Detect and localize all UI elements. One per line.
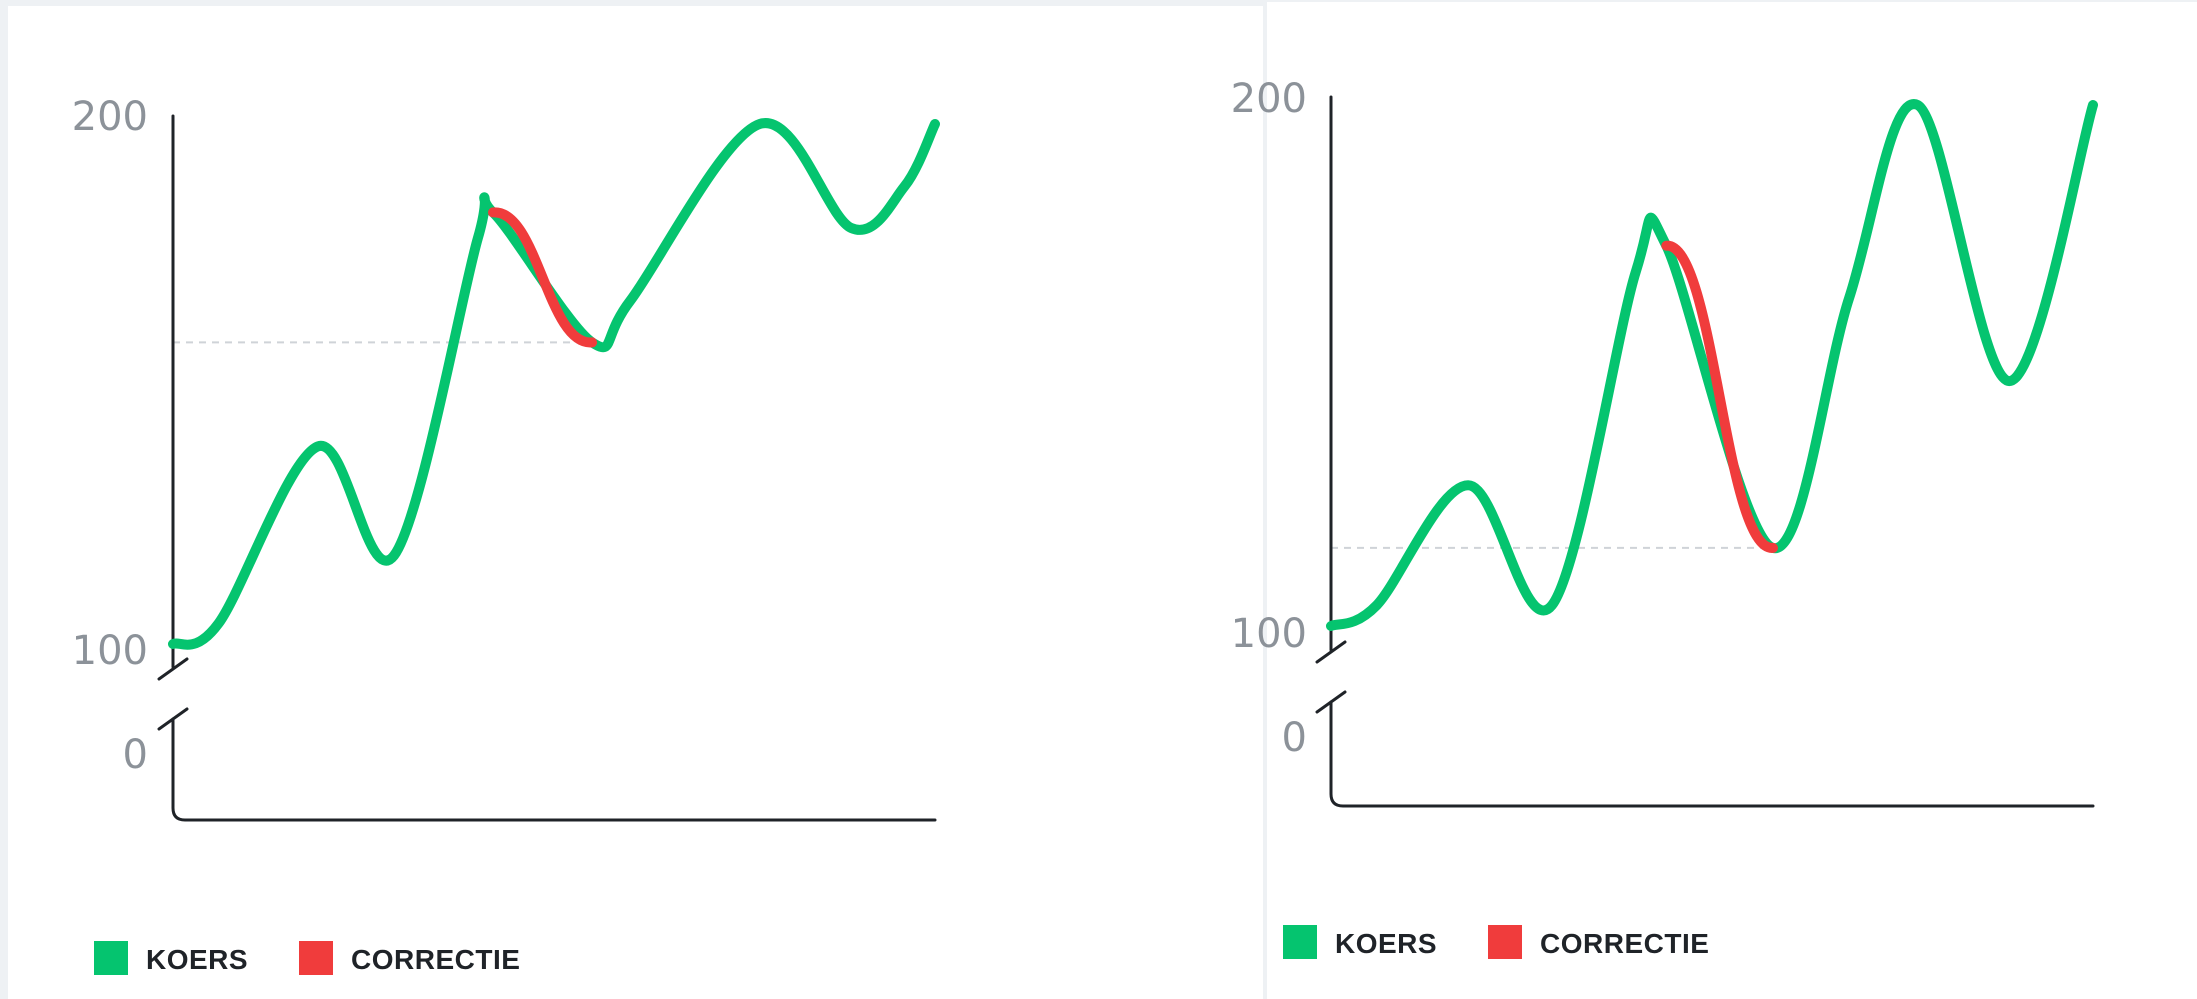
y-tick-label-0: 0	[1282, 715, 1307, 761]
legend-label-koers: KOERS	[1335, 928, 1437, 959]
legend-swatch-correctie	[299, 941, 333, 975]
chart-2: 200 100 0 KOERS CORRECTIE	[1231, 76, 2098, 959]
y-axis-lower-and-x-axis	[1329, 700, 2095, 808]
y-tick-label-100: 100	[1231, 611, 1307, 657]
series-line-koers	[1326, 99, 2098, 631]
y-axis-lower-and-x-axis	[171, 717, 937, 822]
chart-1: 200 100 0 KOERS CORRECTIE	[72, 94, 940, 975]
legend-label-correctie: CORRECTIE	[351, 944, 520, 975]
chart-panel-left	[8, 6, 1263, 999]
legend-swatch-koers	[1283, 925, 1317, 959]
series-line-correctie	[488, 207, 598, 348]
chart-panel-right	[1267, 2, 2197, 999]
axis-break-mark-upper	[157, 657, 189, 681]
y-tick-label-0: 0	[123, 732, 148, 778]
series-line-koers	[168, 118, 940, 650]
legend-label-koers: KOERS	[146, 944, 248, 975]
legend-label-correctie: CORRECTIE	[1540, 928, 1709, 959]
legend-swatch-correctie	[1488, 925, 1522, 959]
legend-swatch-koers	[94, 941, 128, 975]
y-tick-label-200: 200	[1231, 76, 1307, 122]
series-line-correctie	[1661, 240, 1778, 553]
axis-break-mark-upper	[1315, 640, 1347, 664]
y-tick-label-200: 200	[72, 94, 148, 140]
y-tick-label-100: 100	[72, 628, 148, 674]
